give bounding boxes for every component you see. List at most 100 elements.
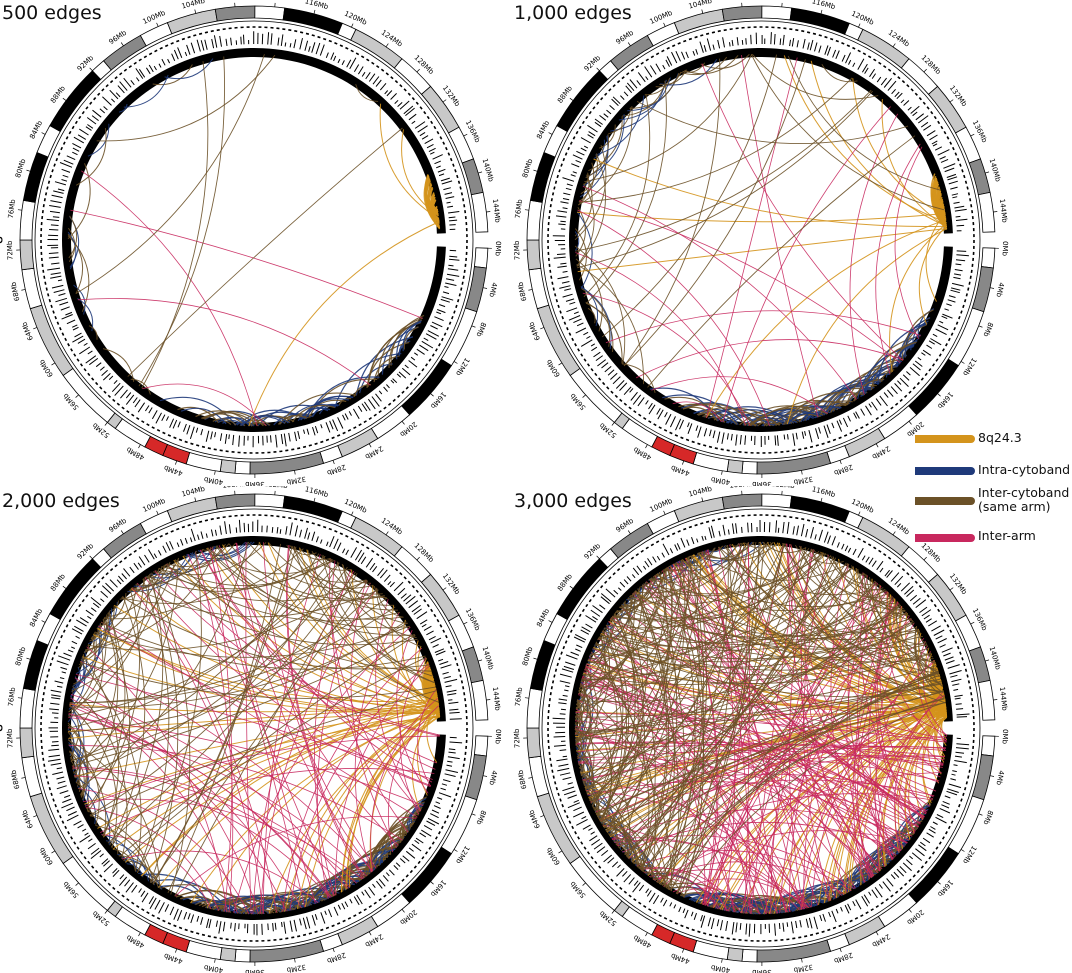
link-inter-arm	[396, 629, 429, 794]
link-8q24-3	[829, 716, 947, 901]
link-inter-cytoband	[576, 183, 595, 267]
cytoband	[621, 906, 658, 936]
link-inter-cytoband	[90, 690, 437, 817]
tick-mark	[313, 9, 316, 14]
link-inter-cytoband	[575, 687, 588, 744]
link-inter-cytoband	[334, 845, 398, 896]
tick-label: 40Mb	[710, 475, 731, 486]
link-inter-cytoband	[642, 556, 835, 872]
link-inter-arm	[770, 563, 849, 914]
link-inter-arm	[790, 544, 942, 774]
gene-track	[552, 32, 969, 447]
link-inter-cytoband	[682, 403, 757, 427]
link-8q24-3	[401, 619, 440, 718]
link-intra-cytoband	[242, 899, 304, 915]
link-inter-arm	[262, 554, 321, 914]
tick-mark	[558, 850, 563, 854]
link-inter-cytoband	[654, 698, 945, 882]
link-8q24-3	[783, 55, 947, 223]
link-inter-cytoband	[750, 405, 828, 427]
link-inter-cytoband	[689, 555, 944, 693]
tick-label: 12Mb	[454, 844, 471, 865]
link-inter-cytoband	[73, 284, 86, 315]
tick-mark	[548, 620, 553, 623]
link-inter-cytoband	[579, 568, 667, 769]
link-inter-cytoband	[583, 555, 692, 784]
link-8q24-3	[897, 708, 947, 849]
circos-plot: 0Mb4Mb8Mb12Mb16Mb20Mb24Mb28Mb32Mb36Mb40M…	[0, 480, 502, 973]
link-inter-cytoband	[75, 54, 265, 295]
tick-label: 4Mb	[487, 282, 498, 299]
link-layer	[574, 541, 948, 915]
link-8q24-3	[855, 568, 946, 707]
link-inter-cytoband	[239, 414, 290, 426]
cytoband	[249, 939, 325, 963]
link-inter-cytoband	[75, 128, 107, 186]
tick-mark	[923, 556, 927, 561]
link-layer	[574, 53, 948, 427]
cytoband	[980, 247, 996, 269]
link-inter-cytoband	[341, 564, 371, 584]
link-inter-cytoband	[67, 558, 333, 729]
tick-label: 100Mb	[649, 497, 675, 514]
link-8q24-3	[577, 227, 947, 273]
tick-mark	[75, 394, 79, 398]
tick-mark	[990, 775, 995, 777]
tick-mark	[990, 287, 995, 289]
cytoband	[21, 267, 43, 310]
tick-label: 108Mb	[222, 486, 247, 490]
link-inter-arm	[235, 542, 373, 872]
link-inter-cytoband	[587, 653, 932, 685]
tick-label: 100Mb	[142, 497, 168, 514]
link-inter-cytoband	[575, 89, 872, 252]
cytoband	[214, 5, 256, 22]
dash-ring	[547, 26, 975, 454]
link-inter-arm	[69, 702, 302, 909]
tick-mark	[820, 9, 823, 14]
link-inter-arm	[877, 694, 945, 872]
tick-mark	[892, 531, 896, 536]
tick-label: 48Mb	[125, 445, 146, 462]
link-inter-cytoband	[336, 561, 417, 639]
link-inter-cytoband	[69, 622, 408, 708]
link-inter-cytoband	[127, 552, 194, 592]
tick-mark	[801, 958, 803, 963]
link-inter-cytoband	[590, 565, 673, 804]
link-8q24-3	[930, 173, 947, 222]
tick-label: 136Mb	[464, 607, 482, 632]
dash-ring	[547, 514, 975, 942]
link-inter-cytoband	[680, 56, 728, 76]
link-inter-arm	[849, 113, 899, 395]
link-inter-cytoband	[574, 729, 583, 760]
link-intra-cytoband	[212, 418, 237, 426]
tick-label: 84Mb	[535, 607, 551, 628]
tick-label: 80Mb	[521, 645, 535, 666]
cytoband	[19, 199, 36, 241]
tick-label: 136Mb	[971, 607, 989, 632]
tick-mark	[569, 97, 574, 101]
cytoband	[526, 239, 542, 271]
panel-2000-edges: 2,000 edges 0Mb 4Mb 8Mb 12Mb 16Mb 20Mb 24Mb 28M…	[0, 480, 536, 973]
link-inter-cytoband	[118, 855, 159, 888]
link-8q24-3	[206, 547, 440, 714]
link-inter-arm	[70, 697, 238, 914]
tick-label: 80Mb	[14, 645, 28, 666]
link-inter-cytoband	[644, 77, 671, 96]
tick-mark	[682, 948, 685, 953]
tick-label: 76Mb	[7, 198, 17, 219]
link-8q24-3	[426, 178, 439, 216]
link-inter-arm	[651, 376, 829, 414]
link-inter-arm	[313, 569, 352, 896]
cytoband	[646, 22, 680, 47]
cytoband	[21, 755, 43, 798]
link-inter-arm	[83, 798, 363, 880]
link-inter-cytoband	[659, 556, 704, 885]
tick-label: 64Mb	[20, 320, 35, 341]
tick-mark	[548, 132, 553, 135]
cytoband	[977, 679, 996, 721]
link-inter-arm	[582, 185, 857, 400]
tick-label: 96Mb	[108, 516, 129, 534]
tick-mark	[978, 325, 983, 328]
tick-label: 116Mb	[304, 0, 330, 11]
tick-mark	[949, 99, 954, 103]
